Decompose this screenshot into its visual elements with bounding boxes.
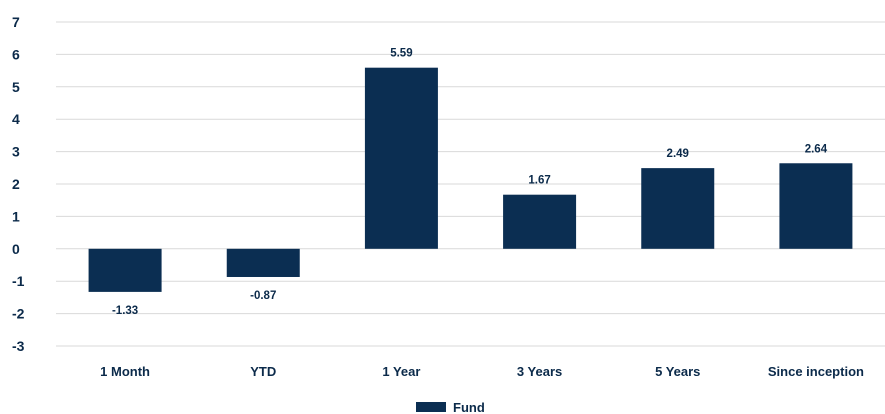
data-label: 2.64 xyxy=(805,143,828,155)
x-tick-label: 1 Month xyxy=(100,364,150,379)
y-tick-label: 3 xyxy=(12,144,20,160)
bar-3-years xyxy=(503,194,577,249)
x-tick-label: Since inception xyxy=(768,364,864,379)
x-axis-labels: 1 Month YTD 1 Year 3 Years 5 Years Since ince… xyxy=(100,364,864,379)
bar-1-month xyxy=(88,248,162,292)
bar-since-inception xyxy=(779,163,853,249)
data-label: -0.87 xyxy=(250,290,276,302)
x-tick-label: 3 Years xyxy=(517,364,562,379)
y-tick-label: -1 xyxy=(12,273,25,289)
legend: Fund xyxy=(416,400,485,414)
y-tick-label: -2 xyxy=(12,306,25,322)
y-tick-label: 4 xyxy=(12,111,20,127)
y-tick-label: 7 xyxy=(12,14,20,30)
y-tick-label: -3 xyxy=(12,338,25,354)
data-labels: -1.33 -0.87 5.59 1.67 2.49 2.64 xyxy=(112,48,828,317)
data-label: 1.67 xyxy=(528,175,550,187)
x-tick-label: YTD xyxy=(250,364,276,379)
y-tick-label: 1 xyxy=(12,208,20,224)
y-tick-label: 5 xyxy=(12,79,20,95)
y-tick-label: 2 xyxy=(12,176,20,192)
legend-swatch-fund xyxy=(416,402,446,412)
y-tick-label: 6 xyxy=(12,46,20,62)
bar-5-years xyxy=(641,168,715,249)
bar-ytd xyxy=(226,248,300,277)
gridlines xyxy=(56,21,885,347)
x-tick-label: 5 Years xyxy=(655,364,700,379)
data-label: 2.49 xyxy=(667,148,689,160)
y-axis-ticks: -3 -2 -1 0 1 2 3 4 5 6 7 xyxy=(12,14,25,354)
y-tick-label: 0 xyxy=(12,241,20,257)
x-tick-label: 1 Year xyxy=(382,364,420,379)
legend-label-fund: Fund xyxy=(453,400,485,414)
data-label: 5.59 xyxy=(390,48,412,60)
data-label: -1.33 xyxy=(112,305,138,317)
bars xyxy=(88,67,853,292)
bar-1-year xyxy=(364,67,438,249)
